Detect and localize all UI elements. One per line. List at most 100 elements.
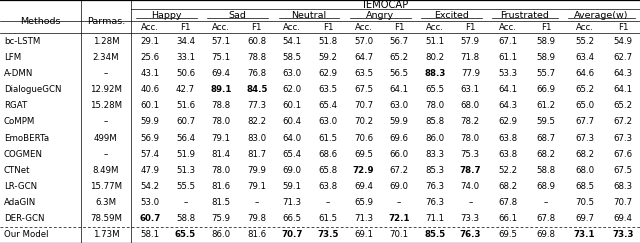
Text: EmoBERTa: EmoBERTa (4, 134, 49, 143)
Text: 64.3: 64.3 (614, 69, 633, 78)
Text: F1: F1 (541, 23, 551, 32)
Text: 52.2: 52.2 (499, 166, 518, 175)
Text: 54.1: 54.1 (283, 37, 302, 46)
Text: 72.1: 72.1 (388, 214, 410, 223)
Text: 56.4: 56.4 (176, 134, 195, 143)
Text: 61.1: 61.1 (499, 53, 518, 62)
Text: 63.5: 63.5 (354, 69, 373, 78)
Text: 58.8: 58.8 (536, 166, 556, 175)
Text: 81.5: 81.5 (212, 198, 230, 207)
Text: 80.2: 80.2 (425, 53, 444, 62)
Text: 70.7: 70.7 (354, 101, 373, 110)
Text: 85.5: 85.5 (424, 230, 445, 239)
Text: 64.1: 64.1 (614, 85, 633, 94)
Text: 69.0: 69.0 (390, 182, 408, 191)
Text: 2.34M: 2.34M (93, 53, 119, 62)
Text: 74.0: 74.0 (461, 182, 480, 191)
Text: 63.1: 63.1 (461, 85, 480, 94)
Text: 67.6: 67.6 (614, 150, 633, 159)
Text: 70.5: 70.5 (575, 198, 594, 207)
Text: 51.6: 51.6 (176, 101, 195, 110)
Text: 65.0: 65.0 (575, 101, 594, 110)
Text: F1: F1 (618, 23, 628, 32)
Text: 81.4: 81.4 (212, 150, 230, 159)
Text: 64.1: 64.1 (499, 85, 518, 94)
Text: 67.5: 67.5 (354, 85, 373, 94)
Text: 62.7: 62.7 (614, 53, 633, 62)
Text: 83.0: 83.0 (247, 134, 266, 143)
Text: –: – (255, 198, 259, 207)
Text: 64.7: 64.7 (354, 53, 373, 62)
Text: Angry: Angry (366, 11, 394, 20)
Text: 60.1: 60.1 (283, 101, 302, 110)
Text: F1: F1 (323, 23, 333, 32)
Text: 63.8: 63.8 (499, 134, 518, 143)
Text: 64.3: 64.3 (499, 101, 518, 110)
Text: 76.3: 76.3 (425, 182, 444, 191)
Text: 70.2: 70.2 (354, 117, 373, 126)
Text: –: – (183, 198, 188, 207)
Text: 65.4: 65.4 (318, 101, 337, 110)
Text: 69.7: 69.7 (575, 214, 594, 223)
Text: 55.5: 55.5 (176, 182, 195, 191)
Text: 89.1: 89.1 (211, 85, 232, 94)
Text: 66.0: 66.0 (390, 150, 409, 159)
Text: 76.8: 76.8 (247, 69, 266, 78)
Text: 63.0: 63.0 (318, 117, 337, 126)
Text: 59.9: 59.9 (390, 117, 408, 126)
Text: 59.2: 59.2 (319, 53, 337, 62)
Text: 65.2: 65.2 (575, 85, 594, 94)
Text: Acc.: Acc. (284, 23, 301, 32)
Text: 57.4: 57.4 (140, 150, 159, 159)
Text: Methods: Methods (20, 17, 61, 26)
Text: 58.9: 58.9 (536, 37, 556, 46)
Text: 78.7: 78.7 (460, 166, 481, 175)
Text: 53.0: 53.0 (140, 198, 159, 207)
Text: 81.6: 81.6 (212, 182, 230, 191)
Text: 69.1: 69.1 (354, 230, 373, 239)
Text: 65.2: 65.2 (390, 53, 409, 62)
Text: –: – (544, 198, 548, 207)
Text: 51.3: 51.3 (176, 166, 195, 175)
Text: 68.7: 68.7 (536, 134, 556, 143)
Text: 55.7: 55.7 (536, 69, 556, 78)
Text: 78.8: 78.8 (247, 53, 266, 62)
Text: 60.7: 60.7 (140, 214, 161, 223)
Text: Neutral: Neutral (291, 11, 326, 20)
Text: 67.8: 67.8 (499, 198, 518, 207)
Text: 67.7: 67.7 (575, 117, 594, 126)
Text: Frustrated: Frustrated (500, 11, 549, 20)
Text: 81.7: 81.7 (247, 150, 266, 159)
Text: 61.5: 61.5 (318, 134, 337, 143)
Text: 69.5: 69.5 (499, 230, 518, 239)
Text: 60.7: 60.7 (176, 117, 195, 126)
Text: 65.2: 65.2 (614, 101, 633, 110)
Text: DER-GCN: DER-GCN (4, 214, 44, 223)
Text: RGAT: RGAT (4, 101, 27, 110)
Text: 65.4: 65.4 (283, 150, 302, 159)
Text: 64.0: 64.0 (283, 134, 302, 143)
Text: 65.5: 65.5 (175, 230, 196, 239)
Text: –: – (397, 198, 401, 207)
Text: 86.0: 86.0 (212, 230, 230, 239)
Text: Parmas.: Parmas. (87, 17, 125, 26)
Text: 47.9: 47.9 (140, 166, 159, 175)
Text: 70.7: 70.7 (614, 198, 633, 207)
Text: 73.3: 73.3 (612, 230, 634, 239)
Text: 55.2: 55.2 (575, 37, 594, 46)
Text: 67.1: 67.1 (499, 37, 518, 46)
Text: 64.6: 64.6 (575, 69, 594, 78)
Text: 59.5: 59.5 (536, 117, 556, 126)
Text: Acc.: Acc. (212, 23, 230, 32)
Text: 57.1: 57.1 (212, 37, 230, 46)
Text: COGMEN: COGMEN (4, 150, 43, 159)
Text: 77.9: 77.9 (461, 69, 480, 78)
Text: 71.3: 71.3 (354, 214, 373, 223)
Text: 85.8: 85.8 (425, 117, 444, 126)
Text: Acc.: Acc. (575, 23, 593, 32)
Text: 69.5: 69.5 (354, 150, 373, 159)
Text: 34.4: 34.4 (176, 37, 195, 46)
Text: CoMPM: CoMPM (4, 117, 35, 126)
Text: 75.3: 75.3 (461, 150, 480, 159)
Text: –: – (468, 198, 472, 207)
